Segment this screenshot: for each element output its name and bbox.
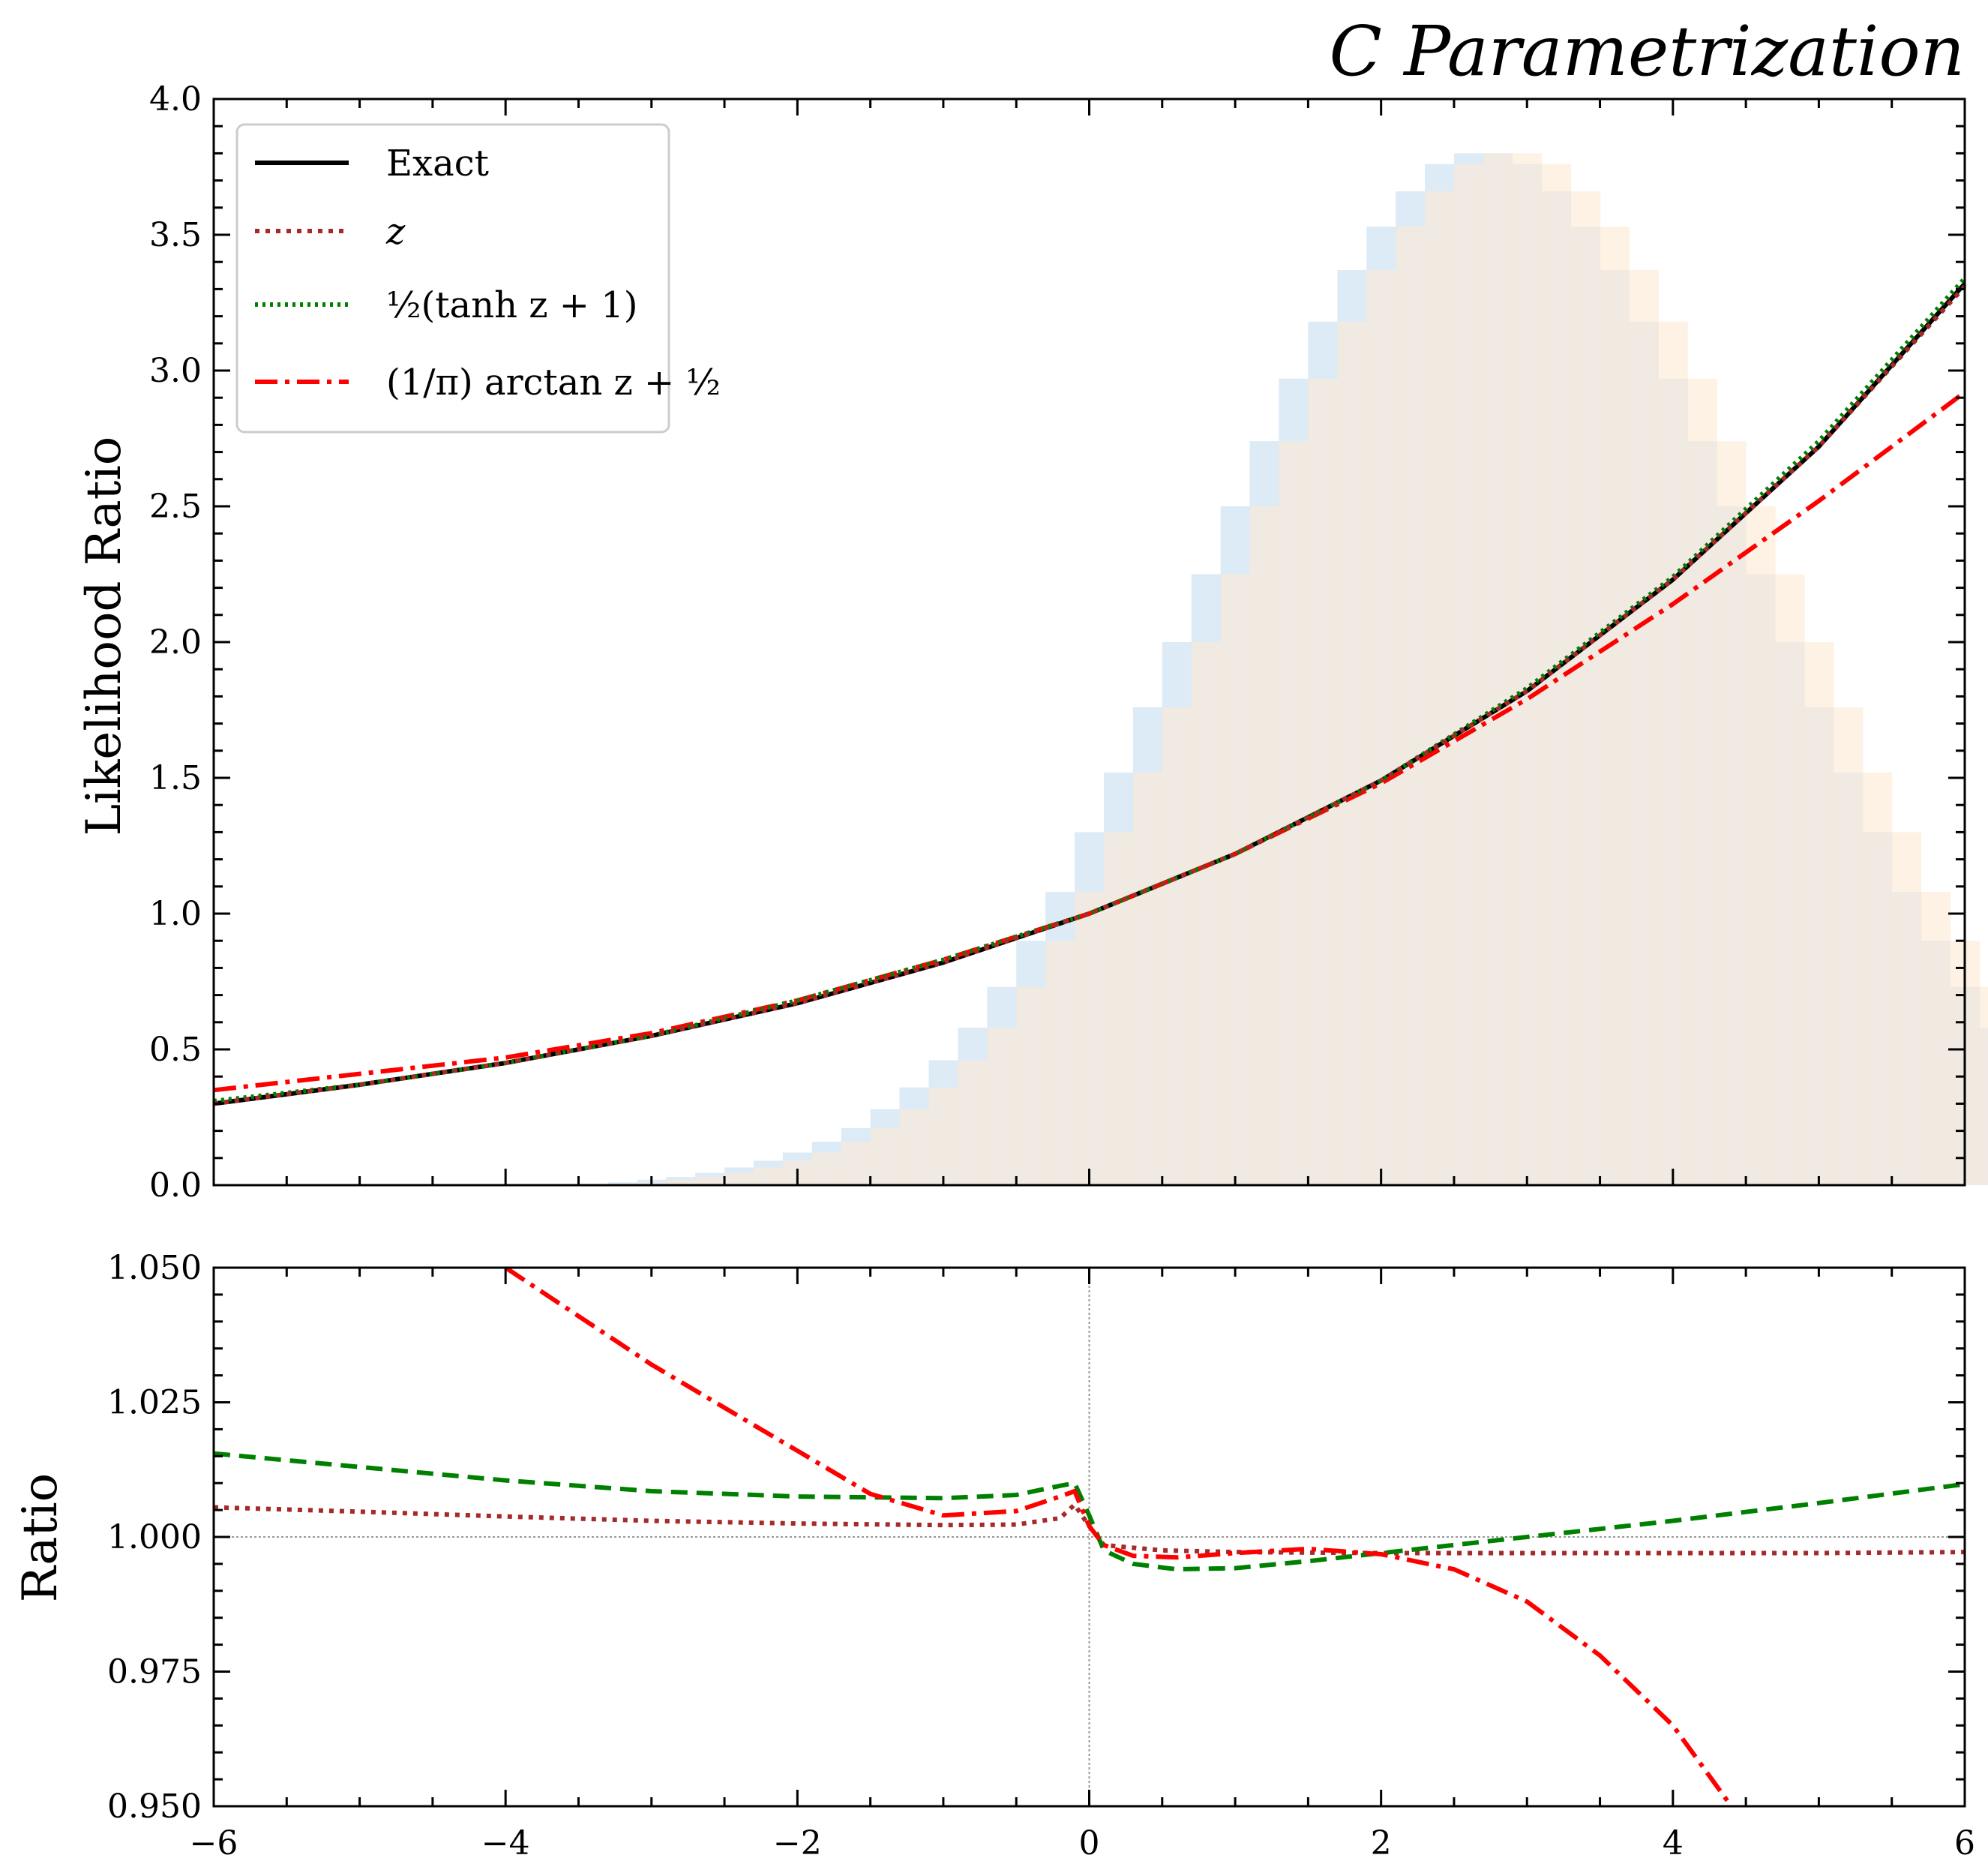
x-tick-label: −4 <box>481 1824 530 1862</box>
histogram-bar <box>899 1109 930 1185</box>
histogram-bar <box>1396 227 1426 1185</box>
histogram-bar <box>1279 441 1309 1185</box>
axis-ticks: −6 −4 −2 0 2 4 6 0.0 0.5 1.0 1.5 2.0 2.5 3.0 3.5 4.0 0.9… <box>107 80 1975 1862</box>
histogram-bar <box>1570 191 1601 1186</box>
histogram-bar <box>1746 506 1776 1185</box>
histogram-bar <box>1687 378 1717 1185</box>
histogram-bar <box>987 1028 1017 1185</box>
chart-title: C Parametrization <box>1330 11 1966 92</box>
y-tick-label: 0.0 <box>149 1166 202 1205</box>
histogram-bar <box>1804 642 1834 1185</box>
histogram-bar <box>1191 642 1222 1185</box>
histogram-bar <box>695 1177 725 1185</box>
top-histograms <box>578 153 1988 1186</box>
histogram-bar <box>1979 986 1988 1185</box>
histogram-bar <box>1425 191 1455 1186</box>
histogram-bar <box>666 1179 696 1185</box>
y-tick-label: 1.5 <box>149 759 202 797</box>
y-tick-label: 3.5 <box>149 216 202 254</box>
histogram-bar <box>1016 986 1046 1185</box>
x-tick-label: 0 <box>1079 1824 1100 1862</box>
histogram-bar <box>841 1142 871 1185</box>
y-tick-label: 1.000 <box>107 1518 202 1556</box>
histogram-bar <box>753 1167 784 1185</box>
legend-label-arctan: (1/π) arctan z + ½ <box>386 362 721 404</box>
x-tick-label: −6 <box>190 1824 238 1862</box>
histogram-bar <box>958 1060 988 1185</box>
bottom-y-axis-label: Ratio <box>13 1473 68 1603</box>
histogram-bar <box>870 1127 901 1185</box>
y-tick-label: 3.0 <box>149 352 202 390</box>
y-tick-label: 0.950 <box>107 1787 202 1826</box>
y-tick-label: 1.050 <box>107 1249 202 1287</box>
series-line-arctan <box>213 390 1966 1093</box>
histogram-bar <box>1833 707 1864 1185</box>
histogram-bar <box>1512 153 1543 1185</box>
histogram-bar <box>1366 270 1396 1185</box>
histogram-bar <box>1220 574 1251 1185</box>
bottom-series-lines <box>214 1268 1965 1806</box>
histogram-bar <box>1162 707 1192 1185</box>
histogram-bar <box>1658 321 1688 1186</box>
x-tick-label: 6 <box>1954 1824 1975 1862</box>
y-tick-label: 2.0 <box>149 623 202 662</box>
histogram-bar <box>1775 574 1805 1185</box>
series-line-z <box>214 1502 1965 1556</box>
legend-label-z: z <box>385 211 406 253</box>
y-tick-label: 4.0 <box>149 80 202 119</box>
histogram-bar <box>811 1152 842 1185</box>
histogram-bar <box>1891 832 1922 1185</box>
histogram-bar <box>1862 772 1893 1185</box>
histogram-bar <box>1600 227 1630 1185</box>
histogram-bar <box>1308 378 1338 1185</box>
histogram-bar <box>1075 892 1105 1185</box>
top-y-axis-label: Likelihood Ratio <box>76 437 132 836</box>
histogram-bar <box>1337 321 1367 1186</box>
x-tick-label: 4 <box>1663 1824 1684 1862</box>
histogram-bar <box>1483 153 1513 1185</box>
histogram-bar <box>1629 270 1659 1185</box>
x-tick-label: −2 <box>773 1824 822 1862</box>
y-tick-label: 1.025 <box>107 1384 202 1422</box>
series-line-arctan <box>504 1268 1734 1806</box>
top-series-lines <box>213 276 1967 1106</box>
histogram-bar <box>1921 892 1951 1185</box>
y-tick-label: 0.5 <box>149 1031 202 1069</box>
legend-box <box>235 123 670 434</box>
histogram-bar <box>928 1087 958 1185</box>
y-tick-label: 1.0 <box>149 895 202 933</box>
histogram-bar <box>1045 941 1075 1185</box>
y-tick-label: 0.975 <box>107 1653 202 1691</box>
legend-label-tanh: ½(tanh z + 1) <box>386 284 638 326</box>
histogram-bar <box>1453 164 1484 1185</box>
histogram-bar <box>1103 832 1134 1185</box>
x-tick-label: 2 <box>1371 1824 1392 1862</box>
y-tick-label: 2.5 <box>149 488 202 526</box>
legend: Exact z ½(tanh z + 1) (1/π) arctan z + ½ <box>235 123 721 434</box>
series-line-z <box>213 284 1967 1106</box>
bottom-reference-lines <box>214 1268 1965 1806</box>
legend-label-exact: Exact <box>386 143 489 185</box>
histogram-bar <box>1132 772 1163 1185</box>
histogram-bar <box>724 1172 754 1185</box>
